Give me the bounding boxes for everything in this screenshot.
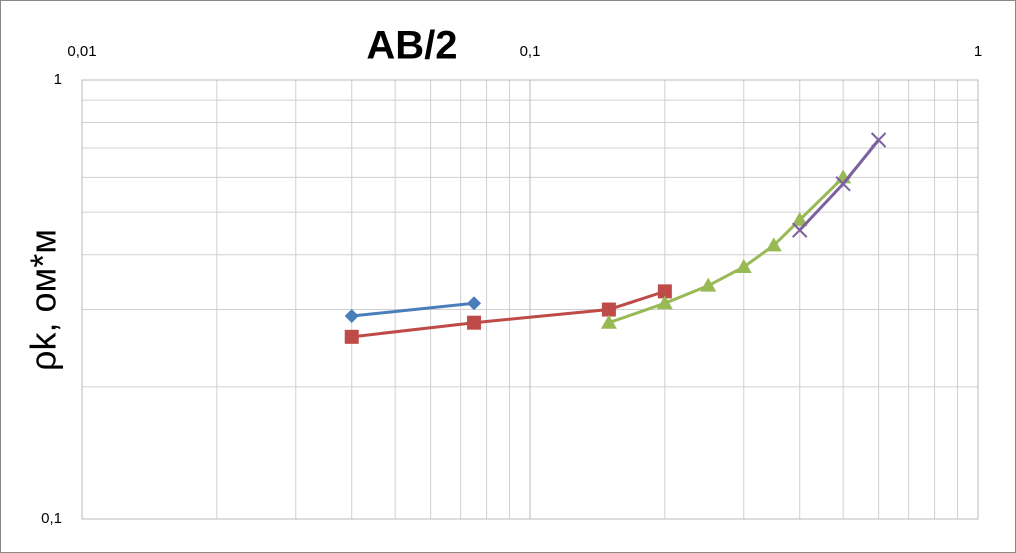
marker <box>791 211 808 226</box>
marker <box>657 284 672 299</box>
marker <box>600 314 617 329</box>
marker <box>467 315 482 330</box>
marker <box>700 277 717 292</box>
marker <box>601 302 616 317</box>
marker <box>344 309 359 324</box>
y-tick-label: 0,1 <box>41 510 62 527</box>
marker <box>870 132 887 148</box>
x-tick-label: 0,01 <box>67 43 96 60</box>
plot-area-border <box>81 79 979 520</box>
marker <box>467 296 482 311</box>
marker <box>792 222 808 238</box>
marker <box>735 259 752 274</box>
y-axis-label: ρk, ом*м <box>23 229 64 371</box>
series-line <box>351 289 666 339</box>
marker <box>835 176 851 192</box>
x-tick-label: 0,1 <box>520 43 541 60</box>
y-tick-label: 1 <box>54 71 62 88</box>
marker <box>344 329 359 344</box>
marker <box>656 295 673 310</box>
series-line <box>351 301 475 318</box>
chart-title: AB/2 <box>366 24 457 68</box>
marker <box>765 237 782 252</box>
x-tick-label: 1 <box>974 43 982 60</box>
